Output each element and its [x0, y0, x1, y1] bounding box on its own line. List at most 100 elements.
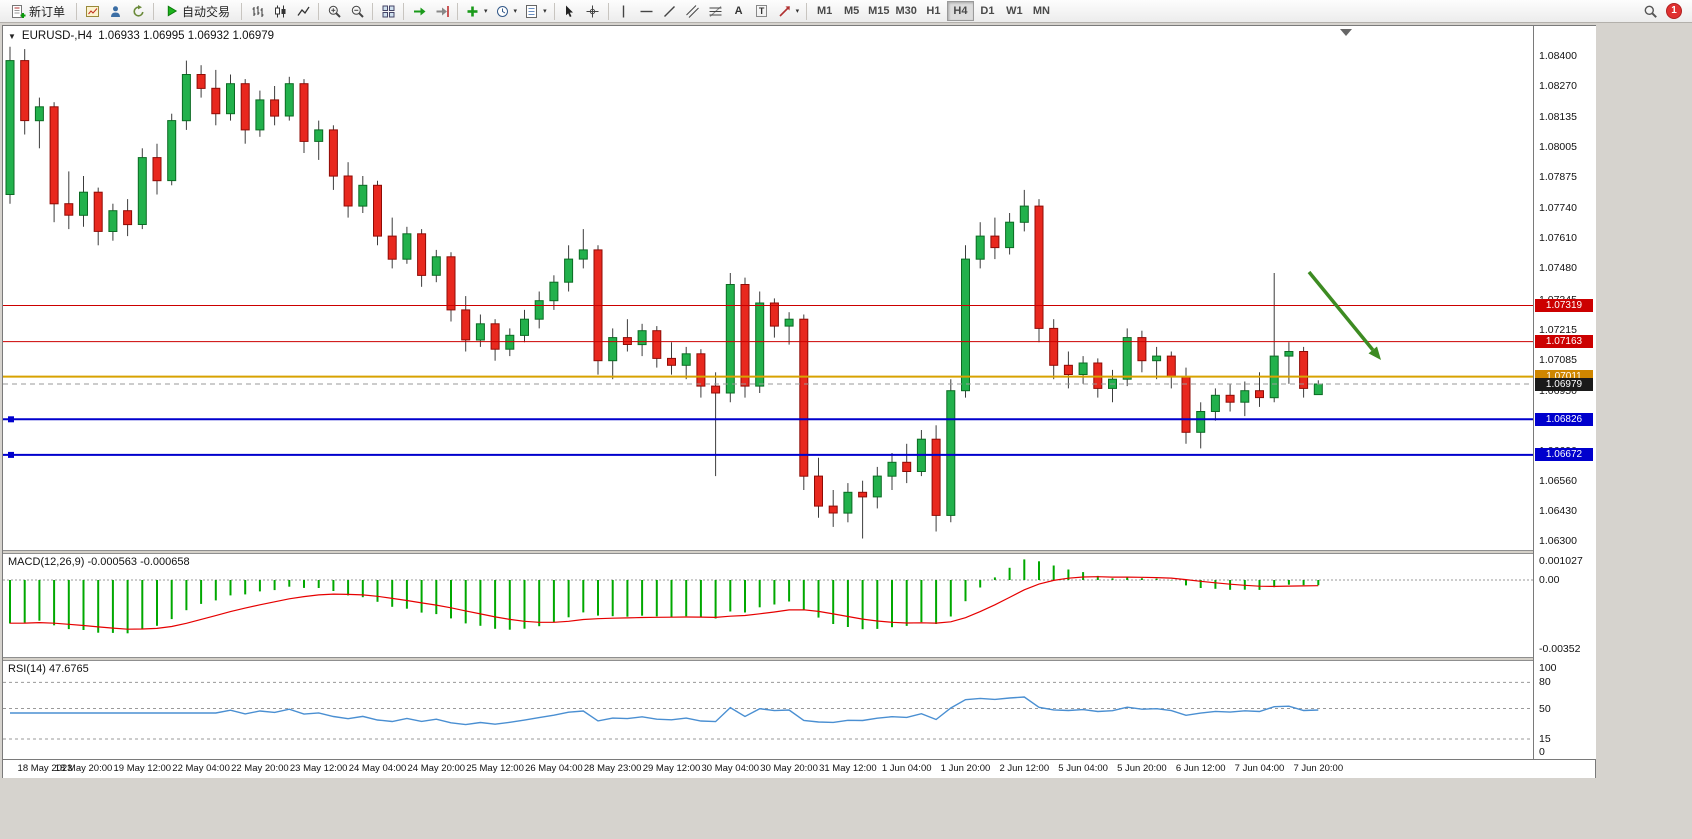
- channel-button[interactable]: [682, 1, 704, 21]
- horizontal-line-icon: [639, 4, 654, 19]
- indicators-plus-icon: [465, 4, 480, 19]
- fibonacci-button[interactable]: [705, 1, 727, 21]
- price-axis-label: 1.06430: [1539, 504, 1577, 517]
- dropdown-caret-icon: ▾: [484, 8, 488, 15]
- candle-body: [387, 235, 397, 260]
- candle-body: [505, 334, 515, 350]
- main-chart-pane[interactable]: ▼ EURUSD-,H4 1.06933 1.06995 1.06932 1.0…: [3, 26, 1533, 550]
- line-chart-button[interactable]: [292, 1, 314, 21]
- price-badge: 1.07319: [1535, 299, 1593, 313]
- arrows-button[interactable]: ▾: [774, 1, 803, 21]
- candle-body: [181, 74, 191, 122]
- time-axis-label: 18 May 20:00: [54, 763, 113, 774]
- search-button[interactable]: [1639, 1, 1661, 21]
- timeframe-m30[interactable]: M30: [893, 1, 920, 21]
- price-axis-label: 1.06300: [1539, 534, 1577, 547]
- new-chart-button[interactable]: [81, 1, 103, 21]
- candlestick-chart-button[interactable]: [269, 1, 291, 21]
- notifications-badge[interactable]: 1: [1666, 3, 1682, 19]
- level-line-handle[interactable]: [8, 416, 14, 423]
- macd-svg: [3, 559, 1533, 634]
- crosshair-button[interactable]: [582, 1, 604, 21]
- candle-body: [270, 99, 280, 117]
- rsi-line: [10, 696, 1319, 726]
- toolbar-separator: [241, 2, 243, 20]
- chart-window: ▼ EURUSD-,H4 1.06933 1.06995 1.06932 1.0…: [2, 25, 1596, 778]
- timeframe-w1[interactable]: W1: [1001, 1, 1028, 21]
- time-axis-label: 5 Jun 20:00: [1117, 763, 1167, 774]
- bar-chart-button[interactable]: [246, 1, 268, 21]
- pane-separator[interactable]: [3, 550, 1595, 554]
- price-axis[interactable]: 1.08400 1.08270 1.08135 1.08005 1.07875 1.077…: [1533, 26, 1596, 759]
- macd-pane[interactable]: MACD(12,26,9) -0.000563 -0.000658: [3, 554, 1533, 657]
- time-axis-label: 24 May 04:00: [348, 763, 407, 774]
- annotation-arrow[interactable]: [1307, 270, 1375, 352]
- price-axis-label: 1.07875: [1539, 171, 1577, 184]
- chart-shift-button[interactable]: [431, 1, 453, 21]
- pane-separator[interactable]: [3, 657, 1595, 661]
- macd-axis-label: 0.00: [1539, 574, 1560, 586]
- chart-shift-marker[interactable]: [1340, 29, 1352, 36]
- tile-windows-button[interactable]: [377, 1, 399, 21]
- price-badge: 1.06672: [1535, 448, 1593, 462]
- new-order-button[interactable]: 新订单: [4, 1, 72, 21]
- price-axis-label: 1.07215: [1539, 323, 1577, 336]
- rsi-svg: [3, 681, 1533, 740]
- time-axis[interactable]: 18 May 2023 18 May 20:00 19 May 12:00 22 Ma…: [3, 759, 1595, 778]
- arrow-object-icon: [777, 4, 792, 19]
- candle-body: [1063, 364, 1073, 375]
- timeframe-m1[interactable]: M1: [811, 1, 838, 21]
- auto-scroll-button[interactable]: [408, 1, 430, 21]
- candle-body: [1240, 390, 1250, 403]
- time-axis-label: 18 May 2023: [17, 763, 73, 774]
- vertical-line-icon: [616, 4, 631, 19]
- main-chart-svg[interactable]: [3, 26, 1533, 550]
- timeframe-h1[interactable]: H1: [920, 1, 947, 21]
- candle-body: [711, 385, 721, 394]
- candle-body: [1255, 390, 1264, 399]
- indicators-button[interactable]: ▾: [462, 1, 491, 21]
- time-axis-label: 25 May 12:00: [466, 763, 524, 774]
- candle-body: [373, 184, 382, 237]
- timeframe-d1[interactable]: D1: [974, 1, 1001, 21]
- toolbar-separator: [153, 2, 155, 20]
- rsi-pane[interactable]: RSI(14) 47.6765: [3, 661, 1533, 758]
- text-button[interactable]: A: [728, 1, 750, 21]
- level-line-handle[interactable]: [8, 451, 14, 458]
- candle-body: [123, 210, 133, 226]
- horizontal-line-button[interactable]: [636, 1, 658, 21]
- candle-body: [843, 491, 853, 514]
- timeframe-m15[interactable]: M15: [865, 1, 892, 21]
- zoom-in-button[interactable]: [323, 1, 345, 21]
- timeframe-m5[interactable]: M5: [838, 1, 865, 21]
- toolbar-separator: [403, 2, 405, 20]
- annotation-arrow-head[interactable]: [1368, 346, 1382, 361]
- templates-button[interactable]: ▾: [521, 1, 550, 21]
- trendline-button[interactable]: [659, 1, 681, 21]
- timeframe-mn[interactable]: MN: [1028, 1, 1055, 21]
- toolbar-separator: [607, 2, 609, 20]
- candle-body: [1166, 355, 1176, 378]
- candle-body: [961, 258, 970, 392]
- autotrading-button[interactable]: 自动交易: [158, 1, 237, 21]
- cursor-button[interactable]: [559, 1, 581, 21]
- vertical-line-button[interactable]: [613, 1, 635, 21]
- profiles-button[interactable]: [104, 1, 126, 21]
- candle-body: [828, 505, 838, 514]
- candle-body: [681, 353, 691, 366]
- candle-body: [328, 129, 338, 177]
- refresh-button[interactable]: [127, 1, 149, 21]
- timeframe-h4[interactable]: H4: [946, 1, 974, 21]
- candle-body: [226, 83, 235, 115]
- bar-chart-icon: [250, 4, 265, 19]
- candle-body: [990, 235, 1000, 249]
- zoom-out-button[interactable]: [346, 1, 368, 21]
- candle-body: [1284, 351, 1294, 357]
- time-axis-label: 2 Jun 12:00: [999, 763, 1050, 774]
- time-axis-label: 1 Jun 20:00: [940, 763, 991, 774]
- candle-body: [79, 191, 88, 216]
- text-label-button[interactable]: T: [751, 1, 773, 21]
- rsi-axis-label: 100: [1539, 662, 1557, 674]
- periods-button[interactable]: ▾: [492, 1, 521, 21]
- time-axis-label: 22 May 20:00: [231, 763, 289, 774]
